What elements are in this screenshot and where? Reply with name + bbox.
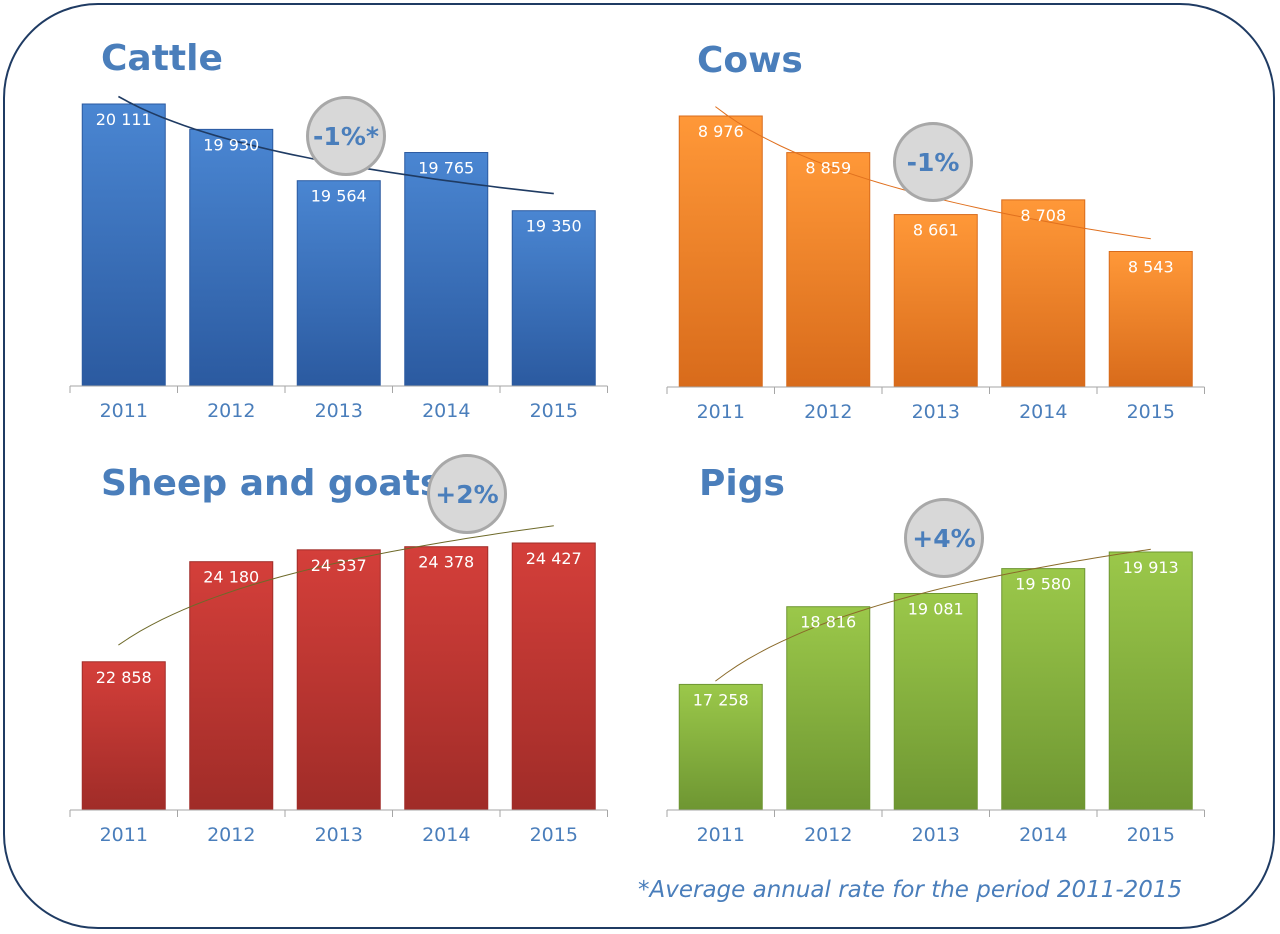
bar-2012 [189,128,274,387]
x-tick-label: 2015 [530,824,578,846]
chart-title-cattle: Cattle [101,38,223,79]
chart-title-sheep-and-goats: Sheep and goats [101,463,442,504]
x-tick-label: 2014 [1019,824,1067,846]
bar-2013 [893,592,978,811]
x-tick-label: 2012 [804,824,852,846]
bar-value-label: 24 427 [526,549,582,568]
bar-2013 [296,549,381,811]
x-tick-label: 2012 [207,824,255,846]
x-tick-label: 2014 [422,400,470,422]
x-tick-label: 2011 [100,824,148,846]
bar-value-label: 19 564 [311,187,367,206]
bar-value-label: 24 180 [203,568,259,587]
bar-2015 [511,210,596,387]
bar-2015 [511,542,596,811]
x-tick-label: 2013 [315,400,363,422]
bar-value-label: 22 858 [96,668,152,687]
x-tick-label: 2014 [422,824,470,846]
bar-2011 [678,115,763,388]
x-tick-label: 2013 [912,824,960,846]
pigs-bar-chart: 2011 2012 2013 2014 2015 17 258 18 816 19 081 19… [666,548,1205,846]
x-tick-label: 2012 [207,400,255,422]
bar-2013 [893,214,978,388]
bar-2014 [404,546,489,811]
bar-value-label: 17 258 [693,690,749,709]
bar-value-label: 8 543 [1128,258,1174,277]
x-tick-label: 2011 [697,824,745,846]
bar-2012 [786,606,871,811]
bar-value-label: 24 337 [311,556,367,575]
cows-bar-chart: 2011 2012 2013 2014 2015 8 976 8 859 8 661 8 708… [666,106,1205,423]
footnote: *Average annual rate for the period 2011… [638,877,1183,903]
growth-rate-badge-cattle: -1%* [306,96,386,176]
bar-value-label: 20 111 [96,110,152,129]
bar-2014 [404,152,489,387]
chart-title-cows: Cows [697,40,803,81]
bar-value-label: 8 661 [913,221,959,240]
x-tick-label: 2011 [697,401,745,423]
growth-rate-badge-pigs: +4% [904,498,984,578]
growth-rate-badge-sheep-and-goats: +2% [427,454,507,534]
trend-line [118,525,554,646]
bar-value-label: 19 350 [526,217,582,236]
x-tick-label: 2015 [530,400,578,422]
bar-value-label: 18 816 [800,613,856,632]
bar-2014 [1001,199,1086,388]
x-tick-label: 2012 [804,401,852,423]
bar-value-label: 8 708 [1020,206,1066,225]
bar-value-label: 19 580 [1015,575,1071,594]
rounded-frame [3,3,1275,929]
bar-2014 [1001,568,1086,811]
chart-title-pigs: Pigs [699,463,785,504]
x-tick-label: 2015 [1127,401,1175,423]
bar-value-label: 19 081 [908,599,964,618]
bar-2011 [81,103,166,387]
bar-2011 [81,661,166,811]
bar-2012 [786,152,871,388]
bar-value-label: 19 765 [418,159,474,178]
bar-2013 [296,180,381,387]
bar-2015 [1108,251,1193,388]
x-tick-label: 2015 [1127,824,1175,846]
trend-line [715,548,1151,682]
x-tick-label: 2013 [315,824,363,846]
bar-value-label: 19 913 [1123,558,1179,577]
sheep-and-goats-bar-chart: 2011 2012 2013 2014 2015 22 858 24 180 24 337 24… [69,525,608,846]
growth-rate-badge-cows: -1% [893,122,973,202]
x-tick-label: 2014 [1019,401,1067,423]
x-tick-label: 2011 [100,400,148,422]
bar-2012 [189,561,274,811]
bar-value-label: 8 859 [805,159,851,178]
bar-2015 [1108,551,1193,811]
bar-value-label: 24 378 [418,553,474,572]
bar-value-label: 8 976 [698,122,744,141]
bar-value-label: 19 930 [203,135,259,154]
bar-2011 [678,683,763,811]
x-tick-label: 2013 [912,401,960,423]
